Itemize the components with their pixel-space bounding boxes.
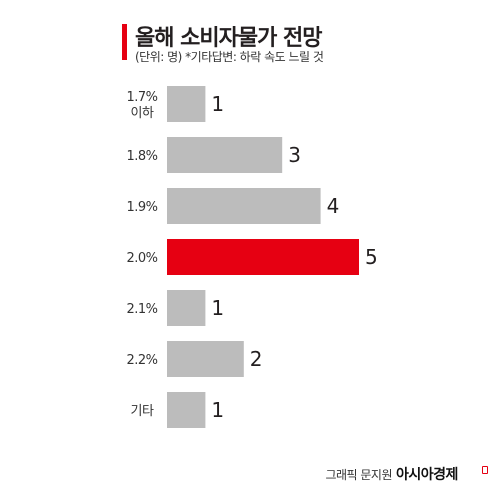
bar-2 [167,188,321,224]
value-label-6: 1 [211,398,224,422]
category-label-5: 2.2% [126,353,157,368]
bar-4 [167,290,206,326]
brand-logo: 아시아경제 [396,467,458,483]
graphic-credit: 그래픽 문지원 [325,468,392,482]
bar-6 [167,392,206,428]
value-label-3: 5 [365,245,378,269]
category-label-3: 2.0% [126,251,157,266]
title-accent-bar [122,24,127,60]
value-label-2: 4 [327,194,340,218]
value-label-0: 1 [211,92,224,116]
category-label-1: 1.8% [126,149,157,164]
bar-5 [167,341,244,377]
category-label-2: 1.9% [126,200,157,215]
category-label-4: 2.1% [126,302,157,317]
bar-0 [167,86,206,122]
bar-3 [167,239,359,275]
value-label-5: 2 [250,347,263,371]
chart-title: 올해 소비자물가 전망 [135,26,322,51]
value-label-4: 1 [211,296,224,320]
category-label-0: 1.7% 이하 [126,90,157,121]
bar-1 [167,137,283,173]
brand-mark-icon [482,466,488,474]
chart-subtitle: (단위: 명) *기타답변: 하락 속도 느릴 것 [135,50,324,64]
value-label-1: 3 [288,143,301,167]
category-label-6: 기타 [131,404,154,419]
